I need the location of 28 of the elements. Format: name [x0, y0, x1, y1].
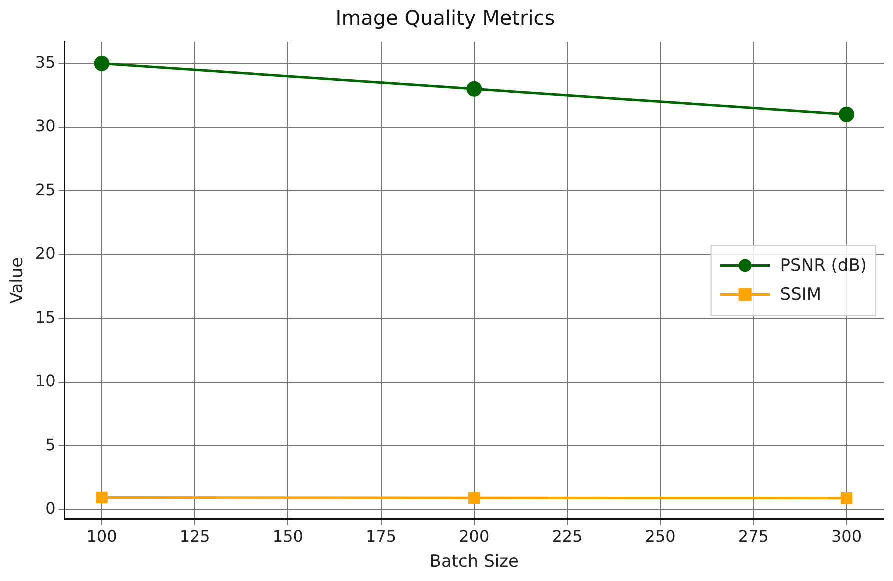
- x-tick-label: 250: [645, 527, 676, 546]
- x-tick-label: 100: [86, 527, 118, 546]
- y-axis-title: Value: [8, 257, 28, 304]
- y-tick-label: 10: [35, 372, 56, 391]
- point: [839, 106, 855, 122]
- y-tick-label: 35: [35, 52, 56, 72]
- x-tick-label: 150: [272, 527, 304, 546]
- legend-label: SSIM: [780, 285, 822, 306]
- x-tick-label: 125: [180, 527, 210, 546]
- x-tick-label: 175: [366, 527, 397, 546]
- x-axis-title: Batch Size: [430, 552, 519, 572]
- y-tick-label: 20: [35, 244, 56, 264]
- x-tick-label: 275: [738, 527, 769, 546]
- x-tick-label: 300: [831, 527, 862, 546]
- point: [840, 492, 853, 504]
- x-tick-label: 225: [552, 527, 583, 546]
- y-tick-label: 0: [46, 498, 56, 518]
- point: [94, 56, 110, 72]
- chart-title: Image Quality Metrics: [336, 6, 556, 30]
- y-tick-label: 30: [35, 116, 56, 136]
- y-tick-label: 25: [35, 180, 56, 200]
- point: [468, 492, 480, 504]
- x-tick-label: 200: [459, 527, 490, 546]
- y-tick-label: 5: [46, 435, 56, 454]
- point: [466, 81, 482, 97]
- point: [96, 492, 108, 504]
- legend-label: PSNR (dB): [780, 256, 868, 276]
- y-tick-label: 15: [35, 308, 56, 327]
